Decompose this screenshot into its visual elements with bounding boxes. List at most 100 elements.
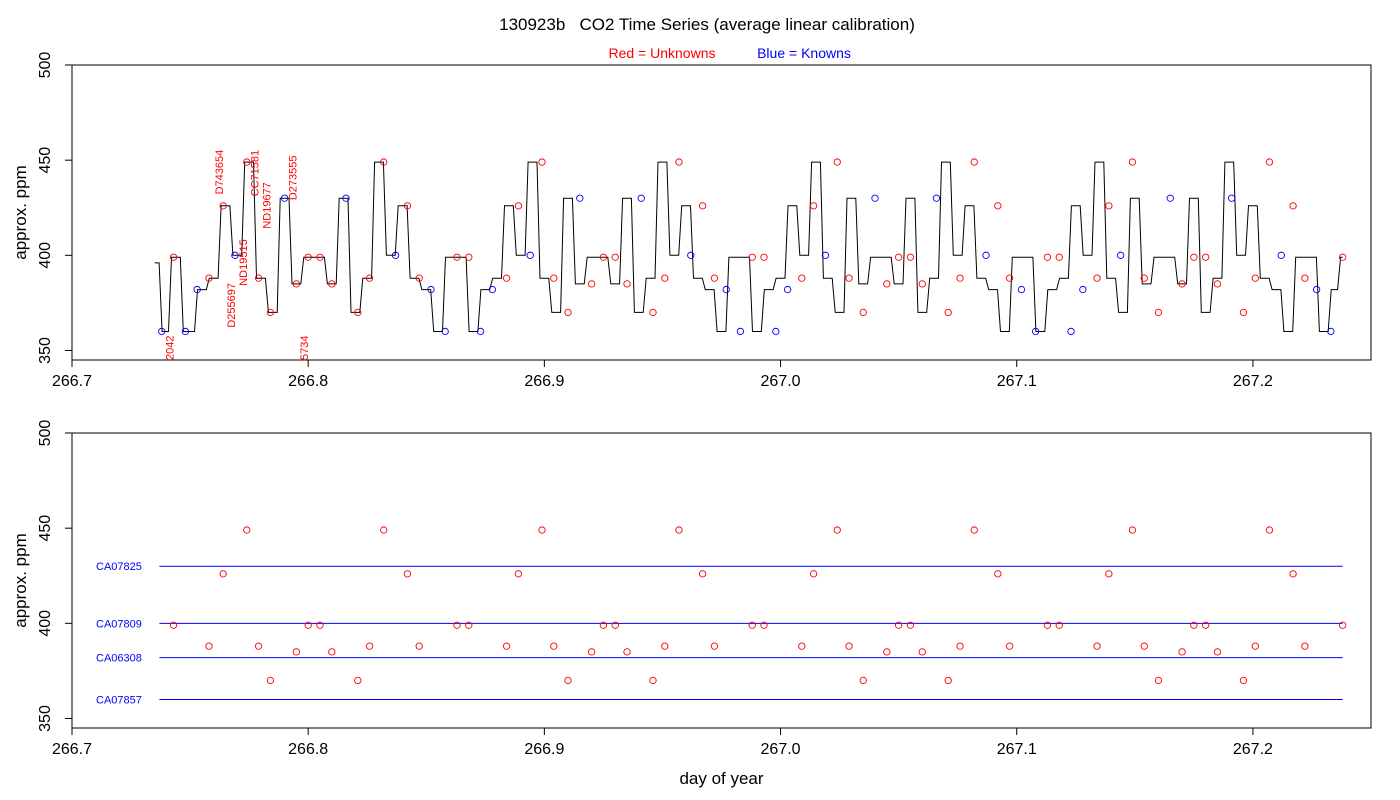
unknown-point <box>1140 274 1148 282</box>
unknown-point <box>623 648 631 656</box>
reference-line-label: CA07825 <box>96 561 142 573</box>
unknown-point <box>649 308 657 317</box>
unknown-point <box>748 621 756 629</box>
unknown-point <box>328 280 336 288</box>
known-point <box>280 194 289 202</box>
known-point <box>441 327 449 336</box>
unknown-point <box>465 621 473 629</box>
unknown-point <box>760 253 768 261</box>
unknown-point <box>365 642 374 650</box>
unknown-point <box>599 621 608 629</box>
unknown-point <box>304 253 312 261</box>
unknown-point <box>1055 621 1063 629</box>
unknown-point <box>845 642 853 650</box>
unknown-point <box>698 202 707 210</box>
unknown-point <box>1140 642 1148 650</box>
unknown-point <box>1251 274 1259 282</box>
unknown-point <box>205 274 213 282</box>
unknown-point <box>894 621 903 629</box>
known-point <box>722 285 730 294</box>
unknown-point <box>1178 648 1186 656</box>
y-axis-label: approx. ppm <box>11 533 30 628</box>
time-series-trace <box>154 161 1343 332</box>
unknown-point <box>956 642 964 650</box>
known-point <box>476 327 485 336</box>
unknown-point <box>169 621 178 629</box>
x-tick-label: 266.8 <box>288 741 328 758</box>
unknown-point <box>465 253 473 261</box>
x-tick-label: 267.0 <box>761 373 801 390</box>
unknown-point <box>219 570 227 578</box>
unknown-point <box>1005 274 1014 282</box>
known-point <box>783 285 792 294</box>
legend-unknowns-label: Red = Unknowns <box>608 45 715 61</box>
unknown-point <box>316 621 324 629</box>
y-tick-label: 450 <box>37 147 54 174</box>
known-point <box>1116 251 1125 259</box>
unknown-point <box>675 526 683 534</box>
unknown-point <box>403 202 412 210</box>
unknown-point <box>453 253 461 261</box>
unknown-point <box>798 274 806 282</box>
x-tick-label: 267.1 <box>997 741 1037 758</box>
known-point <box>231 251 239 259</box>
unknown-point <box>1093 642 1101 650</box>
unknown-point <box>833 526 841 534</box>
unknown-point <box>1265 526 1274 534</box>
reference-line-label: CA07857 <box>96 694 142 706</box>
reference-line-label: CA07809 <box>96 618 142 630</box>
x-tick-label: 267.1 <box>997 373 1037 390</box>
y-axis-label: approx. ppm <box>11 165 30 260</box>
unknown-point <box>1005 642 1014 650</box>
y-tick-label: 500 <box>37 420 54 447</box>
unknown-point <box>1202 253 1210 261</box>
unknown-point <box>587 280 596 288</box>
unknown-point <box>502 642 511 650</box>
x-tick-label: 266.9 <box>524 741 564 758</box>
unknown-point <box>514 570 523 578</box>
known-point <box>736 327 745 336</box>
sample-id-annotation: D255697 <box>226 283 238 328</box>
unknown-point <box>564 308 572 317</box>
unknown-point <box>833 158 841 166</box>
unknown-point <box>1239 676 1248 685</box>
known-point <box>687 251 695 259</box>
unknown-point <box>1239 308 1248 317</box>
sample-id-annotation: 5734 <box>299 336 311 360</box>
unknown-point <box>1339 621 1347 629</box>
sample-id-annotation: 2042 <box>165 336 177 360</box>
unknown-point <box>550 274 558 282</box>
known-point <box>576 194 584 202</box>
known-point <box>1031 327 1040 336</box>
unknown-point <box>205 642 213 650</box>
known-point <box>427 285 435 294</box>
unknown-point <box>918 648 926 656</box>
known-point <box>488 285 497 294</box>
unknown-point <box>1154 308 1163 317</box>
unknown-point <box>1154 676 1163 685</box>
unknown-point <box>538 526 546 534</box>
x-tick-label: 266.7 <box>52 373 92 390</box>
unknown-point <box>906 621 915 629</box>
y-tick-label: 400 <box>37 610 54 637</box>
sample-id-annotation: D273555 <box>287 155 299 200</box>
unknown-point <box>944 676 952 685</box>
unknown-point <box>254 274 263 282</box>
known-point <box>1313 285 1321 294</box>
unknown-point <box>748 253 756 261</box>
unknown-point <box>292 648 301 656</box>
unknown-point <box>354 308 362 317</box>
unknown-point <box>243 526 251 534</box>
y-tick-label: 350 <box>37 337 54 364</box>
y-tick-label: 450 <box>37 515 54 542</box>
known-point <box>1327 327 1335 336</box>
unknown-point <box>1213 280 1222 288</box>
unknown-point <box>845 274 853 282</box>
unknown-point <box>710 274 719 282</box>
unknown-point <box>502 274 511 282</box>
unknown-point <box>219 202 227 210</box>
y-tick-label: 400 <box>37 242 54 269</box>
top-panel-time-series: 266.7 266.8 266.9 267.0 267.1 267.2 350 400 450 5… <box>11 52 1372 390</box>
unknown-point <box>1190 621 1198 629</box>
unknown-point <box>354 676 362 685</box>
